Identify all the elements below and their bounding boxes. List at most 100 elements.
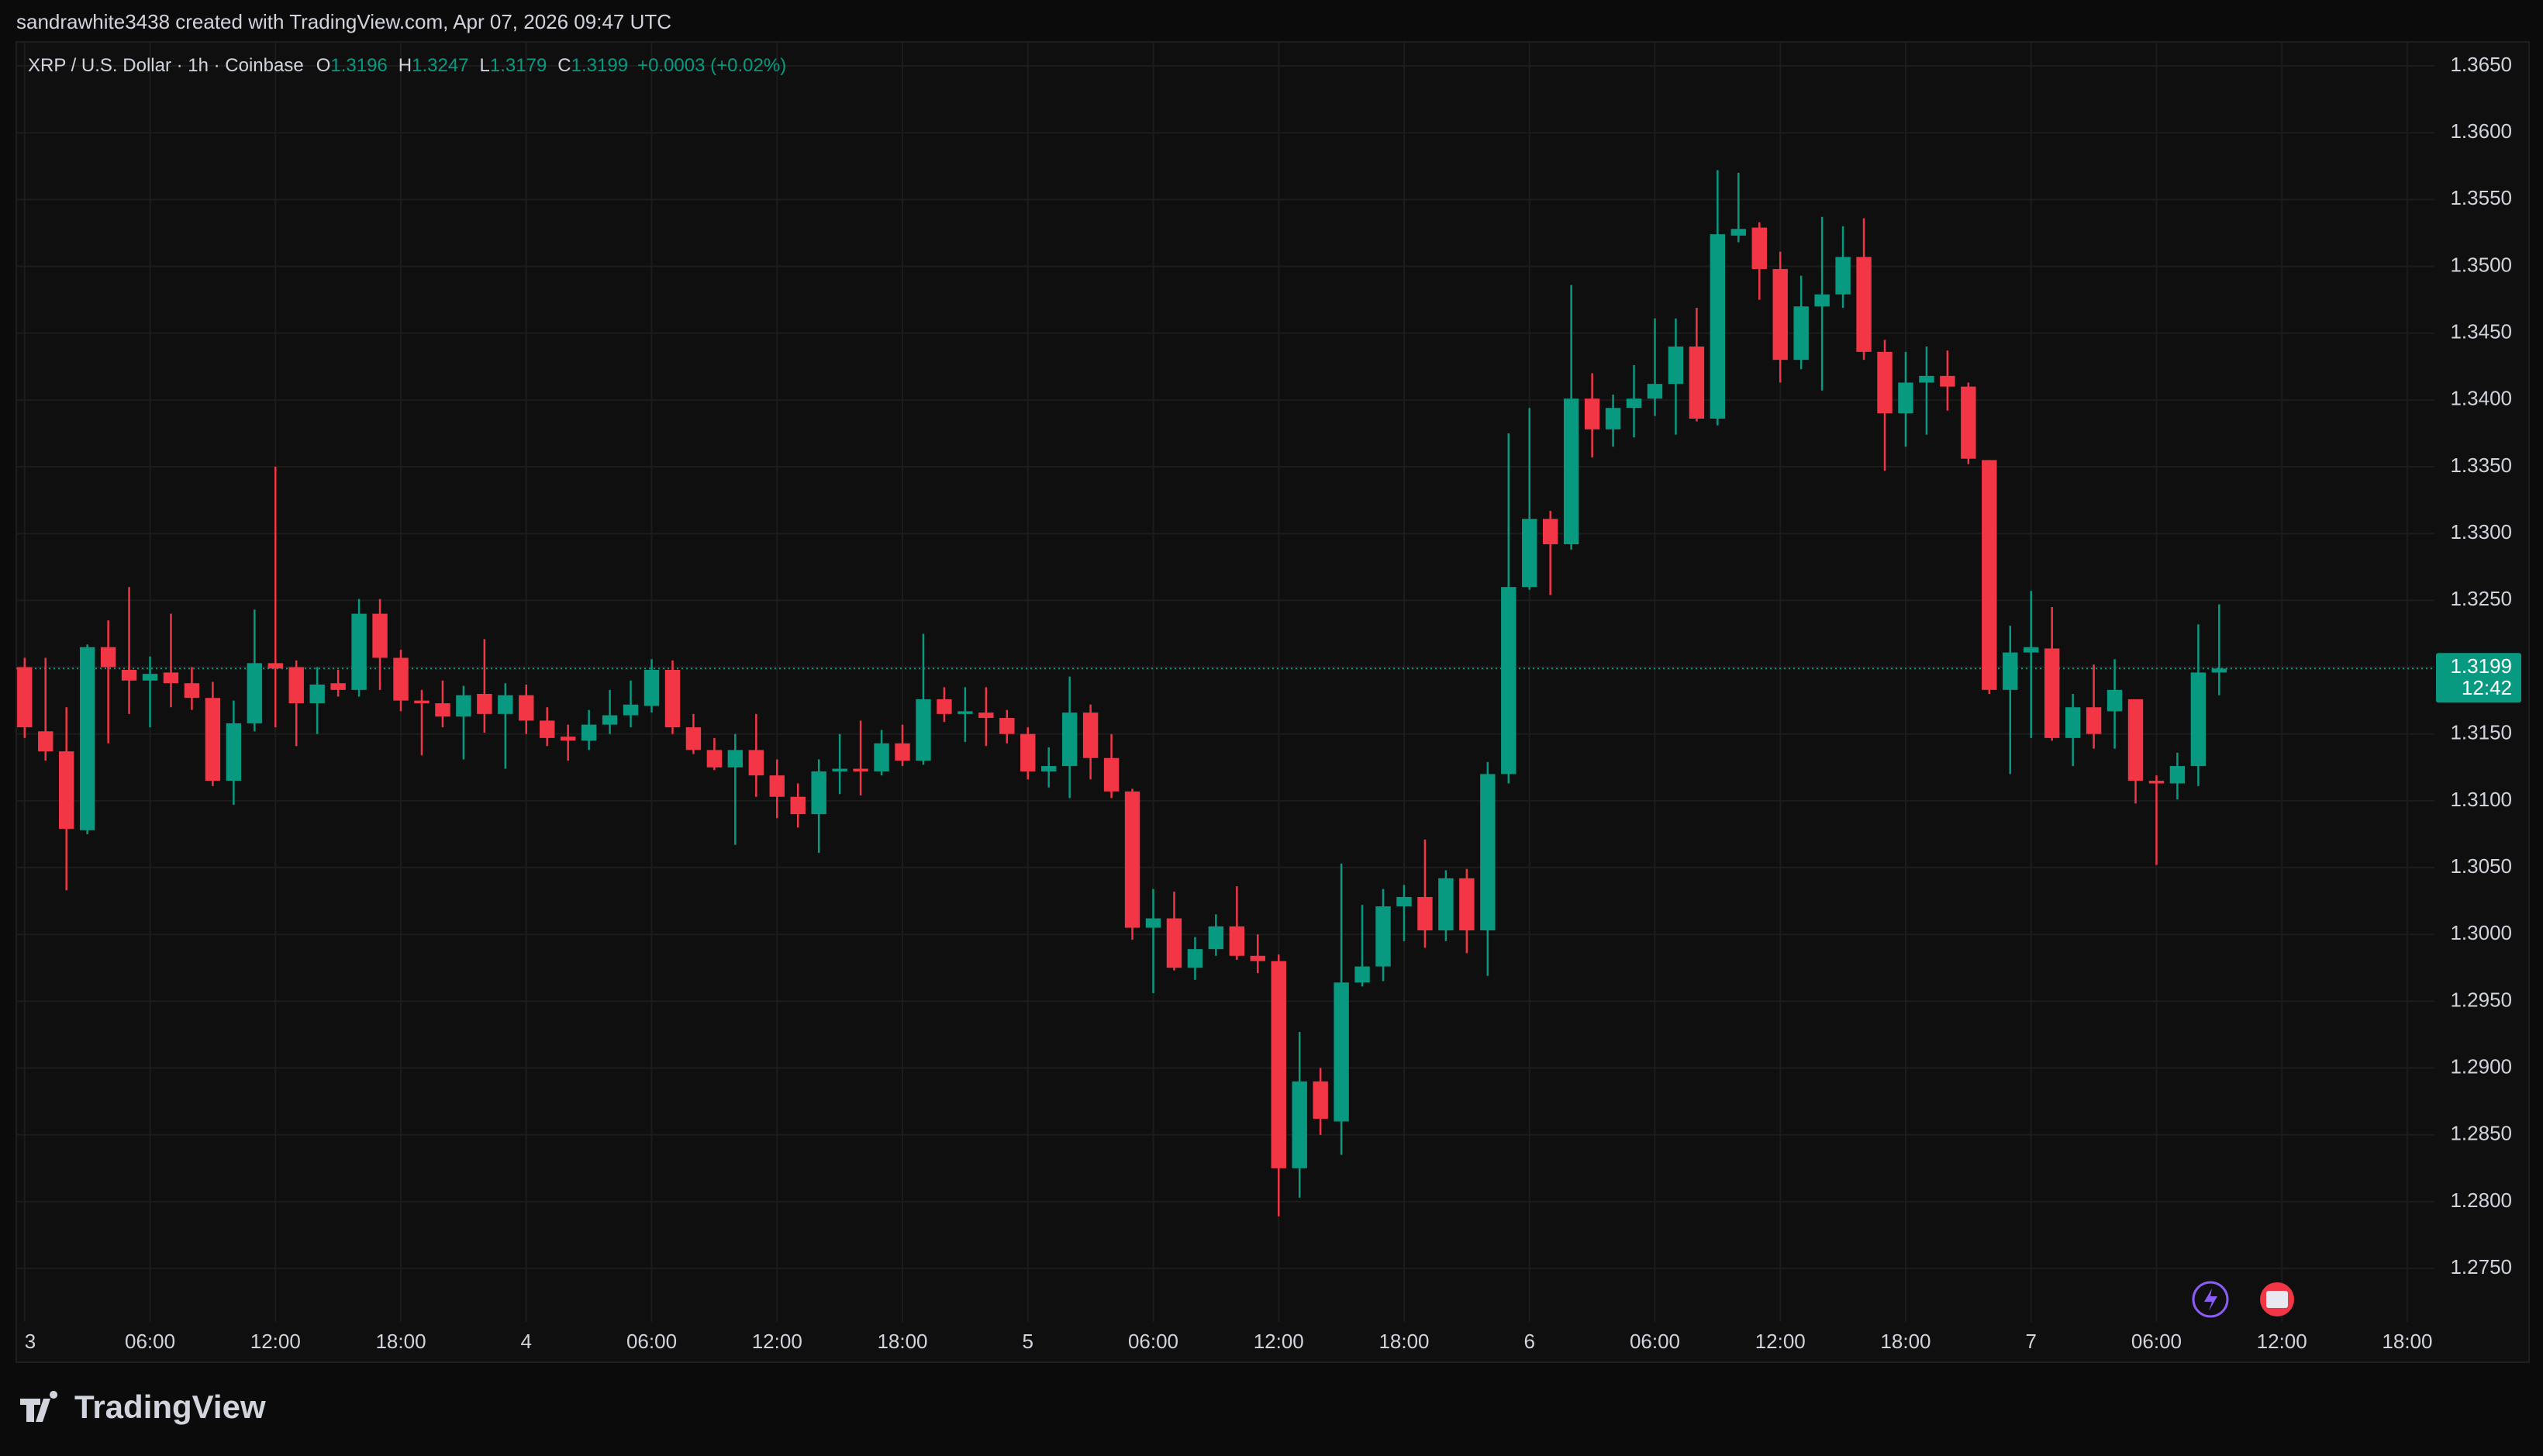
candle-body [916, 699, 931, 761]
candle-body [1354, 966, 1370, 983]
candle-body [309, 684, 325, 704]
candle-body [1082, 712, 1099, 758]
candle-body [1250, 955, 1265, 961]
legend-value: 1.3247 [412, 55, 468, 76]
candles [17, 170, 2227, 1216]
candle-body [2003, 652, 2018, 690]
y-tick-label: 1.2850 [2450, 1122, 2512, 1145]
y-tick-label: 1.2950 [2450, 988, 2512, 1011]
candle-body [330, 683, 346, 690]
last-price-box [2436, 653, 2521, 703]
legend: XRP / U.S. Dollar · 1h · Coinbase O1.3196… [28, 55, 786, 76]
candle-body [38, 731, 53, 752]
y-tick-label: 1.3000 [2450, 921, 2512, 944]
legend-key: C [557, 55, 571, 76]
candle-body [1961, 386, 1976, 459]
candle-body [1898, 382, 1913, 414]
candle-body [1522, 519, 1537, 588]
y-tick-label: 1.3250 [2450, 587, 2512, 610]
candle-body [17, 667, 33, 728]
y-tick-label: 1.2900 [2450, 1054, 2512, 1078]
candle-body [498, 695, 513, 714]
y-tick-label: 1.3450 [2450, 320, 2512, 343]
logo-text: TradingView [74, 1389, 266, 1425]
candle-body [1145, 918, 1161, 928]
candle-body [267, 663, 283, 669]
y-tick-label: 1.3650 [2450, 53, 2512, 76]
candle-body [288, 667, 304, 704]
y-tick-label: 1.3150 [2450, 721, 2512, 744]
candle-body [540, 720, 555, 738]
candle-body [811, 771, 826, 815]
candle-body [79, 647, 95, 830]
candle-body [1605, 408, 1621, 430]
candle-body [1584, 399, 1600, 430]
candle-body [1730, 229, 1747, 236]
candle-body [853, 768, 868, 771]
y-tick-label: 1.3050 [2450, 854, 2512, 878]
candle-body [435, 703, 450, 717]
candle-body [1563, 399, 1579, 544]
y-tick-label: 1.3500 [2450, 253, 2512, 276]
candle-body [121, 669, 137, 681]
candle-body [1020, 733, 1036, 771]
candle-body [1835, 257, 1851, 295]
y-tick-label: 1.3300 [2450, 520, 2512, 543]
candle-body [1459, 878, 1475, 931]
candle-body [205, 698, 221, 781]
x-tick-label: 3 [25, 1330, 36, 1353]
candle-body [414, 700, 430, 704]
x-tick-label: 18:00 [877, 1330, 927, 1353]
candle-body [393, 657, 409, 701]
candle-body [142, 674, 158, 681]
candle-body [2169, 766, 2186, 784]
candle-body [874, 743, 889, 771]
labels: 1.2750 1.2800 1.2850 1.2900 1.2950 1.3000 1.30… [25, 53, 2521, 1353]
icon-bolt[interactable] [2192, 1281, 2229, 1318]
candle-body [1396, 896, 1412, 907]
candle-body [2065, 707, 2081, 738]
candle-body [1940, 375, 1955, 387]
candle-body [644, 669, 660, 706]
x-tick-label: 12:00 [250, 1330, 301, 1353]
legend-key: H [399, 55, 412, 76]
logo-mark [20, 1391, 58, 1422]
countdown-label: 12:42 [2462, 676, 2512, 699]
x-tick-label: 6 [1523, 1330, 1534, 1353]
y-tick-label: 1.3350 [2450, 454, 2512, 477]
legend-change: +0.0003 (+0.02%) [637, 55, 786, 76]
candle-body [832, 768, 847, 771]
candle-body [2190, 672, 2207, 767]
candle-body [937, 699, 952, 714]
y-tick-label: 1.2750 [2450, 1255, 2512, 1278]
candle-body [1229, 926, 1245, 956]
candle-body [1271, 961, 1286, 1168]
y-tick-label: 1.3400 [2450, 387, 2512, 410]
candle-body [999, 718, 1015, 734]
candle-body [1187, 949, 1203, 968]
candle-body [2044, 648, 2060, 738]
x-tick-label: 12:00 [1755, 1330, 1806, 1353]
legend-value: 1.3179 [490, 55, 547, 76]
candle-body [1856, 257, 1872, 352]
x-tick-label: 06:00 [1630, 1330, 1680, 1353]
x-tick-label: 12:00 [2257, 1330, 2307, 1353]
candle-body [685, 727, 702, 750]
y-tick-label: 1.2800 [2450, 1189, 2512, 1212]
symbol: XRP / U.S. Dollar · 1h · Coinbase [28, 55, 304, 76]
candle-body [2024, 647, 2039, 653]
candle-body [456, 695, 471, 717]
candle-body [1626, 399, 1642, 409]
candle-body [58, 751, 74, 830]
candle-body [1292, 1081, 1307, 1168]
candle-body [2211, 668, 2227, 673]
candle-body [2107, 689, 2123, 712]
candle-body [1501, 587, 1516, 775]
candle-body [372, 613, 388, 658]
x-tick-label: 7 [2025, 1330, 2036, 1353]
x-tick-label: 18:00 [2382, 1330, 2432, 1353]
icon-bolt-glyph [2204, 1289, 2217, 1311]
legend-key: O [316, 55, 331, 76]
candle-body [958, 711, 973, 714]
